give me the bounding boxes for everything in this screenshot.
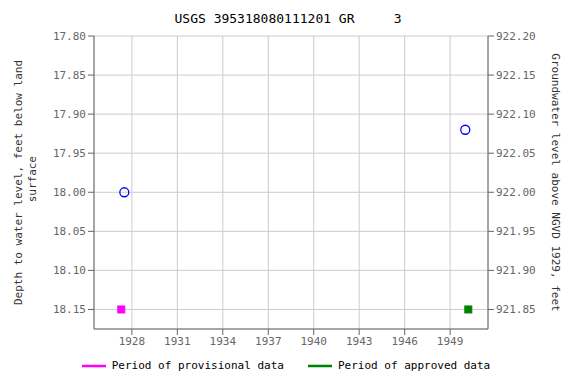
svg-text:922.20: 922.20 [496, 30, 536, 43]
svg-text:1940: 1940 [300, 335, 327, 348]
svg-text:18.10: 18.10 [53, 264, 86, 277]
svg-text:1934: 1934 [210, 335, 237, 348]
html-text:Period of approved data: Period of approved data [337, 359, 491, 372]
svg-text:1943: 1943 [346, 335, 373, 348]
svg-text:922.00: 922.00 [496, 186, 536, 199]
svg-text:1946: 1946 [391, 335, 418, 348]
svg-text:921.90: 921.90 [496, 264, 536, 277]
svg-text:1928: 1928 [119, 335, 146, 348]
html-text:USGS 395318080111201 GR 3: USGS 395318080111201 GR 3 [174, 11, 402, 26]
svg-text:17.95: 17.95 [53, 147, 86, 160]
svg-text:921.85: 921.85 [496, 303, 536, 316]
svg-text:922.10: 922.10 [496, 108, 536, 121]
svg-text:17.85: 17.85 [53, 69, 86, 82]
svg-text:18.00: 18.00 [53, 186, 86, 199]
svg-text:Depth to water level, feet bel: Depth to water level, feet below land su… [12, 60, 39, 305]
svg-text:1937: 1937 [255, 335, 282, 348]
svg-text:18.05: 18.05 [53, 225, 86, 238]
svg-text:1931: 1931 [164, 335, 191, 348]
svg-text:17.80: 17.80 [53, 30, 86, 43]
svg-text:922.05: 922.05 [496, 147, 536, 160]
html-text:Period of provisional data: Period of provisional data [111, 359, 284, 372]
svg-text:Groundwater level above NGVD 1: Groundwater level above NGVD 1929, feet [549, 53, 562, 311]
svg-text:922.15: 922.15 [496, 69, 536, 82]
svg-text:17.90: 17.90 [53, 108, 86, 121]
svg-text:18.15: 18.15 [53, 303, 86, 316]
svg-text:921.95: 921.95 [496, 225, 536, 238]
svg-text:1949: 1949 [437, 335, 464, 348]
